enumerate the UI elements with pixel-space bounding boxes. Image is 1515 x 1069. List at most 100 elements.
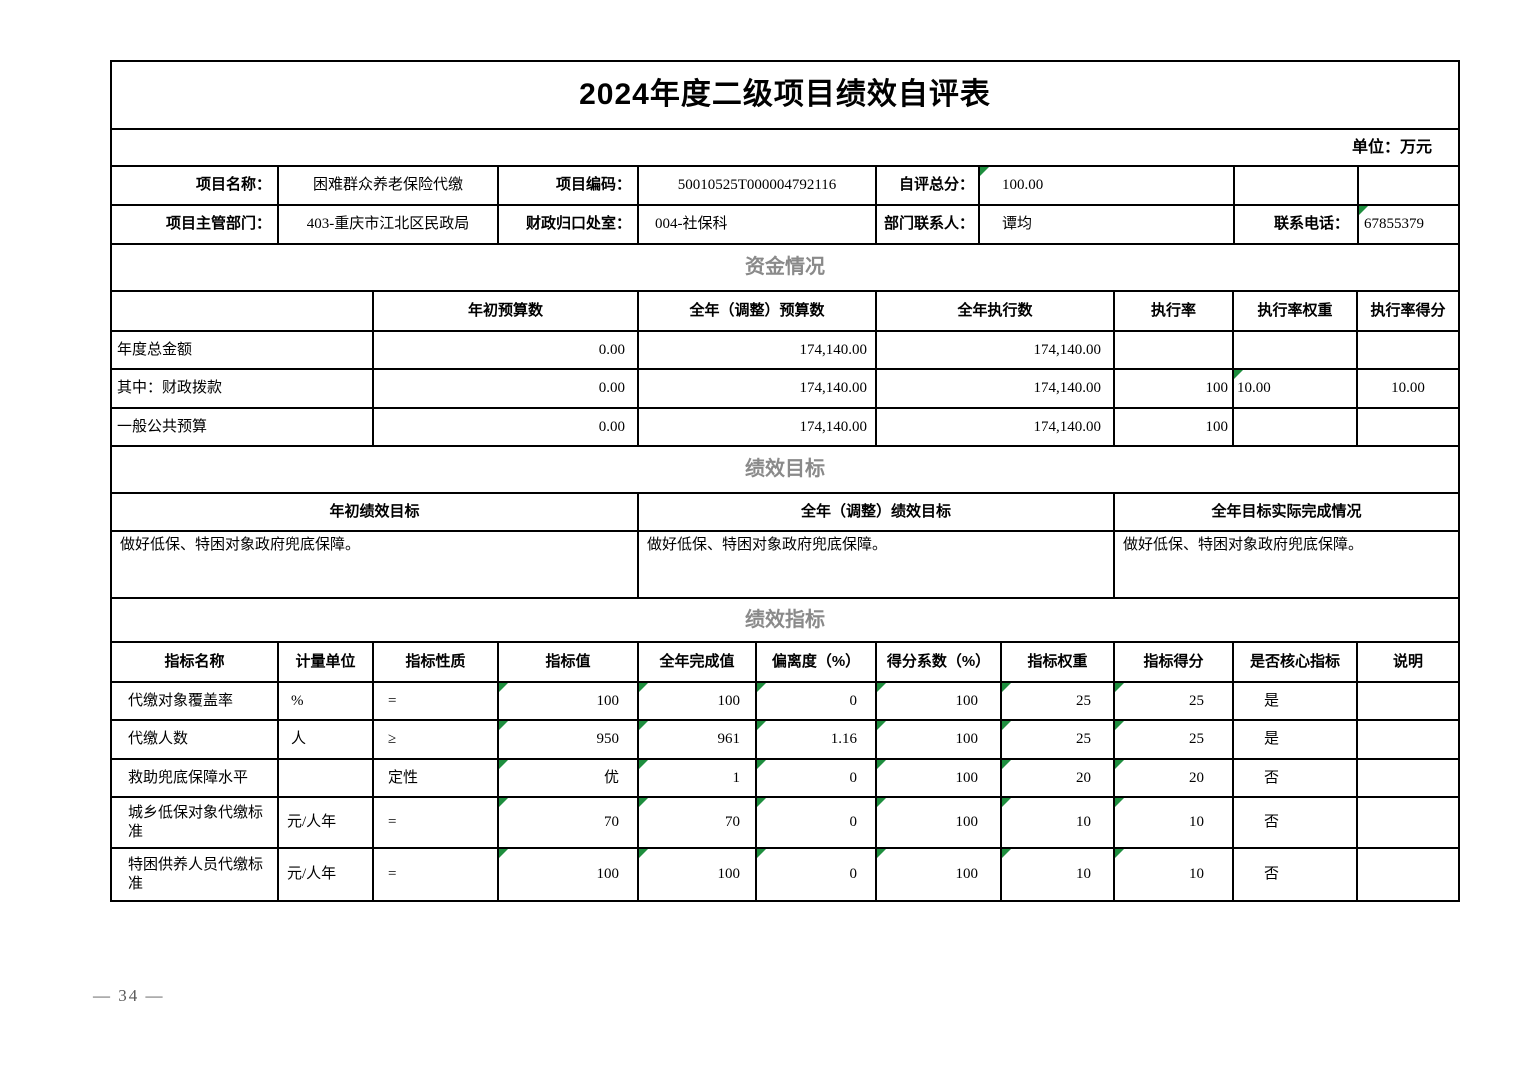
indicator-core: 是 — [1234, 721, 1358, 758]
indicator-note — [1358, 760, 1458, 796]
indicator-coefficient: 100 — [877, 683, 1002, 719]
empty-cell — [1359, 167, 1458, 204]
indicator-unit: 人 — [279, 721, 374, 758]
indicator-deviation: 0 — [757, 760, 877, 796]
funding-section-title: 资金情况 — [745, 256, 825, 278]
indicator-actual: 1 — [639, 760, 757, 796]
funding-row: 一般公共预算 0.00 174,140.00 174,140.00 100 — [112, 409, 1458, 447]
funding-header: 执行率权重 — [1234, 292, 1358, 330]
funding-row-label: 其中：财政拨款 — [112, 370, 374, 407]
dept-value: 403-重庆市江北区民政局 — [279, 206, 499, 243]
self-evaluation-table: 2024年度二级项目绩效自评表 单位：万元 项目名称： 困难群众养老保险代缴 项… — [110, 60, 1460, 902]
indicator-weight: 10 — [1002, 798, 1115, 847]
indicator-row: 特困供养人员代缴标准 元/人年 = 100 100 0 100 10 10 否 — [112, 849, 1458, 900]
unit-row: 单位：万元 — [112, 130, 1458, 167]
info-row-2: 项目主管部门： 403-重庆市江北区民政局 财政归口处室： 004-社保科 部门… — [112, 206, 1458, 245]
funding-cell — [1234, 409, 1358, 445]
indicator-row: 代缴对象覆盖率 % = 100 100 0 100 25 25 是 — [112, 683, 1458, 721]
indicator-note — [1358, 721, 1458, 758]
funding-header: 执行率得分 — [1370, 301, 1446, 319]
indicator-target: 100 — [499, 849, 639, 900]
goals-header: 全年目标实际完成情况 — [1211, 502, 1362, 520]
indicator-note — [1358, 849, 1458, 900]
indicator-row: 代缴人数 人 ≥ 950 961 1.16 100 25 25 是 — [112, 721, 1458, 760]
indicator-note — [1358, 798, 1458, 847]
goals-header: 全年（调整）绩效目标 — [639, 494, 1115, 530]
indicator-deviation: 1.16 — [757, 721, 877, 758]
indicator-deviation: 0 — [757, 849, 877, 900]
indicator-core: 否 — [1234, 798, 1358, 847]
goals-header: 年初绩效目标 — [112, 494, 639, 530]
funding-row: 其中：财政拨款 0.00 174,140.00 174,140.00 100 1… — [112, 370, 1458, 409]
indicator-score: 25 — [1115, 721, 1234, 758]
goal-initial-text: 做好低保、特困对象政府兜底保障。 — [112, 532, 639, 597]
indicator-unit — [279, 760, 374, 796]
indicator-weight: 10 — [1002, 849, 1115, 900]
funding-cell: 174,140.00 — [877, 409, 1115, 445]
indicator-coefficient: 100 — [877, 798, 1002, 847]
indicator-target: 优 — [499, 760, 639, 796]
office-value: 004-社保科 — [639, 206, 877, 243]
funding-cell: 100 — [1115, 409, 1234, 445]
funding-header-row: 年初预算数 全年（调整）预算数 全年执行数 执行率 执行率权重 执行率得分 — [112, 292, 1458, 332]
funding-cell: 174,140.00 — [877, 370, 1115, 407]
goal-actual-text: 做好低保、特困对象政府兜底保障。 — [1123, 537, 1364, 553]
indicator-row: 救助兜底保障水平 定性 优 1 0 100 20 20 否 — [112, 760, 1458, 798]
funding-cell: 100 — [1115, 370, 1234, 407]
office-label: 财政归口处室： — [499, 206, 639, 243]
funding-cell: 174,140.00 — [639, 409, 877, 445]
self-score-label: 自评总分： — [877, 167, 980, 204]
indicator-unit: 元/人年 — [279, 849, 374, 900]
funding-row-label: 年度总金额 — [112, 332, 374, 368]
indicator-nature: ≥ — [374, 721, 499, 758]
goal-adjusted-text: 做好低保、特困对象政府兜底保障。 — [639, 532, 1115, 597]
funding-cell: 0.00 — [374, 409, 639, 445]
indicator-deviation: 0 — [757, 683, 877, 719]
indicator-score: 20 — [1115, 760, 1234, 796]
indicator-header: 是否核心指标 — [1234, 643, 1358, 681]
indicator-unit: 元/人年 — [279, 798, 374, 847]
funding-header: 全年（调整）预算数 — [639, 292, 877, 330]
funding-cell: 0.00 — [374, 332, 639, 368]
funding-cell: 174,140.00 — [639, 370, 877, 407]
empty-cell — [1235, 167, 1359, 204]
funding-row: 年度总金额 0.00 174,140.00 174,140.00 — [112, 332, 1458, 370]
indicator-score: 10 — [1115, 849, 1234, 900]
indicator-weight: 20 — [1002, 760, 1115, 796]
page-number: — 34 — — [93, 986, 165, 1005]
contact-value: 谭均 — [980, 206, 1235, 243]
indicator-header: 指标权重 — [1002, 643, 1115, 681]
indicator-header: 计量单位 — [279, 643, 374, 681]
indicator-header: 指标得分 — [1115, 643, 1234, 681]
indicator-core: 是 — [1234, 683, 1358, 719]
phone-label: 联系电话： — [1235, 206, 1359, 243]
funding-cell: 10.00 — [1234, 370, 1358, 407]
indicator-target: 950 — [499, 721, 639, 758]
unit-note: 单位：万元 — [1351, 138, 1432, 156]
indicator-target: 70 — [499, 798, 639, 847]
goals-section-row: 绩效目标 — [112, 447, 1458, 494]
funding-header: 年初预算数 — [374, 292, 639, 330]
indicator-weight: 25 — [1002, 683, 1115, 719]
project-name-value: 困难群众养老保险代缴 — [279, 167, 499, 204]
indicator-nature: = — [374, 849, 499, 900]
funding-cell — [1115, 332, 1234, 368]
indicator-coefficient: 100 — [877, 849, 1002, 900]
funding-header: 全年执行数 — [877, 292, 1115, 330]
indicators-header-row: 指标名称 计量单位 指标性质 指标值 全年完成值 偏离度（%） 得分系数（%） … — [112, 643, 1458, 683]
funding-cell: 0.00 — [374, 370, 639, 407]
indicator-name: 城乡低保对象代缴标准 — [112, 798, 279, 847]
funding-section-row: 资金情况 — [112, 245, 1458, 292]
indicator-header: 指标名称 — [112, 643, 279, 681]
indicator-target: 100 — [499, 683, 639, 719]
indicator-coefficient: 100 — [877, 760, 1002, 796]
indicator-actual: 70 — [639, 798, 757, 847]
funding-cell: 10.00 — [1391, 380, 1425, 397]
indicator-name: 救助兜底保障水平 — [112, 760, 279, 796]
indicators-section-title: 绩效指标 — [745, 608, 825, 631]
goals-content-row: 做好低保、特困对象政府兜底保障。 做好低保、特困对象政府兜底保障。 做好低保、特… — [112, 532, 1458, 599]
funding-cell — [1358, 409, 1458, 445]
funding-row-label: 一般公共预算 — [112, 409, 374, 445]
indicator-name: 特困供养人员代缴标准 — [112, 849, 279, 900]
funding-header-blank — [112, 292, 374, 330]
